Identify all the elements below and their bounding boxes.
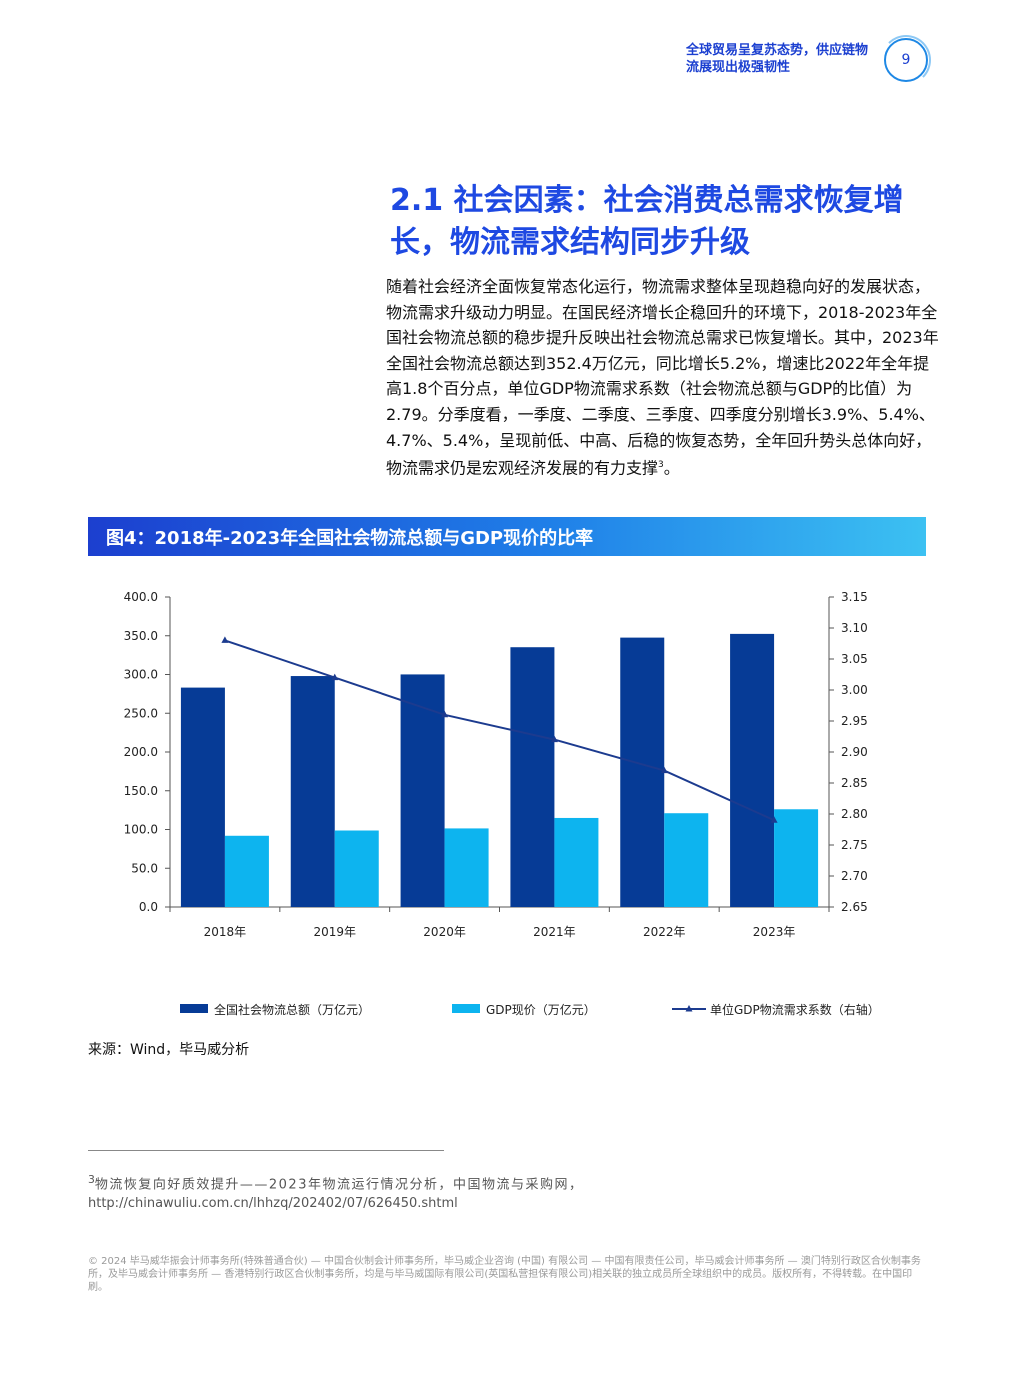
footnote-number: 3	[88, 1173, 95, 1186]
line-point	[331, 673, 339, 681]
line-point	[770, 816, 778, 823]
chart-bars	[180, 633, 819, 907]
y-left-tick-label: 350.0	[124, 629, 158, 643]
chart-axes: 0.0 50.0 100.0 150.0 200.0 250.0 300.0 350.0 400…	[124, 590, 868, 939]
bar	[334, 830, 379, 907]
x-tick-label: 2023年	[753, 925, 796, 939]
x-tick-label: 2021年	[533, 925, 576, 939]
bar	[730, 633, 775, 907]
chart-legend: 全国社会物流总额（万亿元） GDP现价（万亿元） 单位GDP物流需求系数（右轴）	[180, 1002, 880, 1017]
footnote-title: 物流恢复向好质效提升——2023年物流运行情况分析，中国物流与采购网，	[94, 1177, 584, 1193]
body-paragraph: 随着社会经济全面恢复常态化运行，物流需求整体呈现趋稳向好的发展状态，物流需求升级…	[386, 274, 942, 481]
y-left-tick-label: 100.0	[124, 823, 158, 837]
legend-marker	[685, 1005, 693, 1012]
bar	[400, 674, 445, 907]
figure-caption-banner: 图4：2018年-2023年全国社会物流总额与GDP现价的比率	[88, 517, 926, 556]
line-point	[550, 735, 558, 743]
bar	[664, 813, 709, 907]
y-left-tick-label: 0.0	[139, 900, 158, 914]
figure-caption: 图4：2018年-2023年全国社会物流总额与GDP现价的比率	[106, 527, 594, 549]
bar	[510, 647, 555, 907]
bar	[444, 828, 489, 907]
legend-label: 单位GDP物流需求系数（右轴）	[710, 1002, 880, 1017]
footnote-url[interactable]: http://chinawuliu.com.cn/lhhzq/202402/07…	[88, 1196, 458, 1212]
legend-label: 全国社会物流总额（万亿元）	[214, 1002, 370, 1017]
page-number: 9	[881, 35, 931, 85]
y-left-tick-label: 400.0	[124, 590, 158, 604]
y-right-tick-label: 2.75	[841, 838, 868, 852]
y-right-tick-label: 2.90	[841, 745, 868, 759]
bar	[180, 687, 225, 907]
footnote-divider	[88, 1150, 444, 1151]
y-right-tick-label: 3.10	[841, 621, 868, 635]
line-point	[221, 636, 229, 643]
y-right-tick-label: 2.95	[841, 714, 868, 728]
bar	[774, 809, 819, 907]
x-tick-label: 2020年	[423, 925, 466, 939]
bar	[554, 817, 599, 907]
y-right-tick-label: 3.00	[841, 683, 868, 697]
section-title: 2.1 社会因素：社会消费总需求恢复增长，物流需求结构同步升级	[390, 183, 904, 260]
y-left-tick-label: 150.0	[124, 784, 158, 798]
bar	[620, 637, 665, 907]
legend-swatch	[180, 1004, 208, 1013]
y-right-tick-label: 3.05	[841, 652, 868, 666]
footnote: 3物流恢复向好质效提升——2023年物流运行情况分析，中国物流与采购网， htt…	[88, 1170, 788, 1213]
bar	[224, 835, 269, 907]
bar	[290, 676, 335, 907]
footnote-ref[interactable]: 3	[658, 460, 664, 471]
chart-line	[221, 636, 778, 823]
combo-chart: 0.0 50.0 100.0 150.0 200.0 250.0 300.0 350.0 400…	[124, 590, 880, 1017]
y-right-tick-label: 2.85	[841, 776, 868, 790]
line-point	[441, 710, 449, 718]
copyright-notice: © 2024 毕马威华振会计师事务所(特殊普通合伙) — 中国合伙制会计师事务所…	[88, 1256, 921, 1293]
x-tick-label: 2019年	[313, 925, 356, 939]
y-right-tick-label: 3.15	[841, 590, 868, 604]
y-right-tick-label: 2.70	[841, 869, 868, 883]
legend-swatch	[452, 1004, 480, 1013]
y-left-tick-label: 300.0	[124, 668, 158, 682]
y-right-tick-label: 2.65	[841, 900, 868, 914]
body-end: 。	[663, 458, 680, 478]
y-right-tick-label: 2.80	[841, 807, 868, 821]
line-point	[660, 766, 668, 774]
body-text: 随着社会经济全面恢复常态化运行，物流需求整体呈现趋稳向好的发展状态，物流需求升级…	[386, 277, 939, 478]
series-line	[224, 639, 775, 822]
running-header: 全球贸易呈复苏态势，供应链物流展现出极强韧性	[686, 43, 869, 75]
x-tick-label: 2022年	[643, 925, 686, 939]
y-left-tick-label: 50.0	[131, 861, 158, 875]
y-left-tick-label: 250.0	[124, 706, 158, 720]
y-left-tick-label: 200.0	[124, 745, 158, 759]
x-tick-label: 2018年	[204, 925, 247, 939]
source-note: 来源：Wind，毕马威分析	[88, 1042, 250, 1058]
legend-label: GDP现价（万亿元）	[486, 1002, 596, 1017]
